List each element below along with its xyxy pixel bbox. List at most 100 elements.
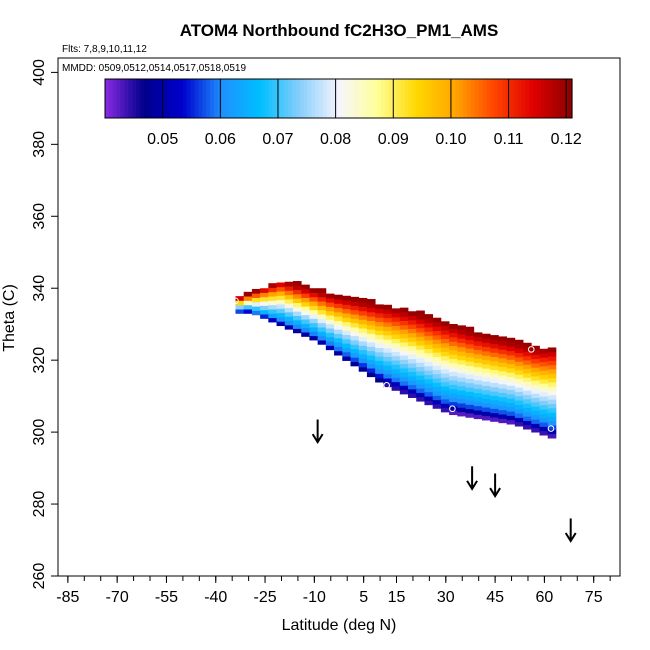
heatmap-cell [301,327,310,333]
heatmap-cell [432,317,442,323]
heatmap-cell [449,384,458,390]
heatmap-cell [539,396,549,401]
heatmap-cell [481,411,491,417]
heatmap-cell [432,322,442,327]
heatmap-cell [416,392,425,398]
heatmap-cell [408,324,417,329]
heatmap-cell [399,363,409,369]
colorbar-cell [303,79,308,118]
heatmap-cell [399,311,409,317]
heatmap-cell [547,347,557,353]
heatmap-cell [383,382,392,388]
heatmap-cell [514,344,524,349]
heatmap-cell [399,385,409,391]
heatmap-cell [465,408,475,414]
heatmap-cell [539,430,549,436]
heatmap-cell [498,396,508,402]
heatmap-cell [432,334,442,340]
heatmap-cell [481,368,491,373]
heatmap-cell [309,331,319,337]
heatmap-cell [350,352,360,358]
heatmap-cell [317,309,327,315]
heatmap-cell [547,377,557,383]
heatmap-cell [539,417,549,423]
heatmap-cell [284,286,294,291]
heatmap-cell [539,387,549,393]
heatmap-cell [506,372,516,378]
colorbar-cell [431,79,437,118]
heatmap-cell [424,387,434,393]
heatmap-cell [342,313,351,318]
heatmap-cell [366,368,376,373]
heatmap-cell [268,313,277,319]
heatmap-cell [391,377,401,383]
heatmap-cell [457,359,466,365]
colorbar-cell [213,79,219,118]
x-tick-label: 15 [388,589,406,606]
heatmap-cell [309,288,319,293]
heatmap-cell [416,375,425,380]
heatmap-cell [292,298,302,304]
heatmap-cell [473,405,483,411]
colorbar-cell [521,79,526,118]
heatmap-cell [408,367,417,373]
heatmap-cell [350,296,360,302]
heatmap-cell [284,320,294,326]
heatmap-cell [449,345,458,351]
heatmap-cell [539,383,549,389]
heatmap-cell [440,325,450,331]
heatmap-cell [235,296,245,301]
heatmap-cell [325,345,335,351]
heatmap-cell [292,311,302,316]
heatmap-cell [317,292,327,298]
heatmap-cell [292,293,302,299]
heatmap-cell [292,315,302,321]
heatmap-cell [531,371,540,377]
heatmap-cell [523,390,532,395]
heatmap-cell [481,355,491,361]
colorbar-cell [241,79,246,118]
heatmap-cell [366,355,376,360]
colorbar-cell [494,79,499,118]
heatmap-cell [375,338,384,344]
heatmap-cell [531,419,540,424]
heatmap-cell [383,326,392,332]
heatmap-cell [424,378,434,384]
colorbar-cell [225,79,231,118]
heatmap-cell [539,409,549,414]
colorbar-cell [280,79,285,118]
heatmap-cell [342,308,351,314]
heatmap-cell [375,308,384,314]
colorbar-cell [198,79,203,118]
heatmap-cell [424,352,434,358]
heatmap-cell [440,373,450,378]
heatmap-cell [342,351,351,357]
heatmap-cell [358,349,368,355]
heatmap-cell [260,296,269,302]
colorbar-tick-label: 0.09 [378,131,409,148]
colorbar-cell [416,79,421,118]
heatmap-cell [498,358,508,363]
heatmap-cell [260,314,269,319]
heatmap-cell [301,319,310,324]
heatmap-cell [383,304,392,310]
heatmap-cell [490,373,499,379]
heatmap-cell [514,374,524,380]
heatmap-cell [416,366,425,372]
heatmap-cell [408,345,417,351]
heatmap-cell [506,389,516,395]
heatmap-cell [539,357,549,363]
heatmap-cell [366,299,376,304]
heatmap-cell [506,355,516,360]
colorbar-cell [338,79,343,118]
colorbar-cell [435,79,441,118]
heatmap-cell [514,404,524,410]
heatmap-cell [440,355,450,361]
colorbar-cell [513,79,519,118]
heatmap-cell [490,382,499,388]
heatmap-cell [284,303,294,309]
heatmap-cell [292,328,302,334]
colorbar-cell [221,79,227,118]
heatmap-cell [440,338,450,344]
heatmap-cell [514,365,524,371]
